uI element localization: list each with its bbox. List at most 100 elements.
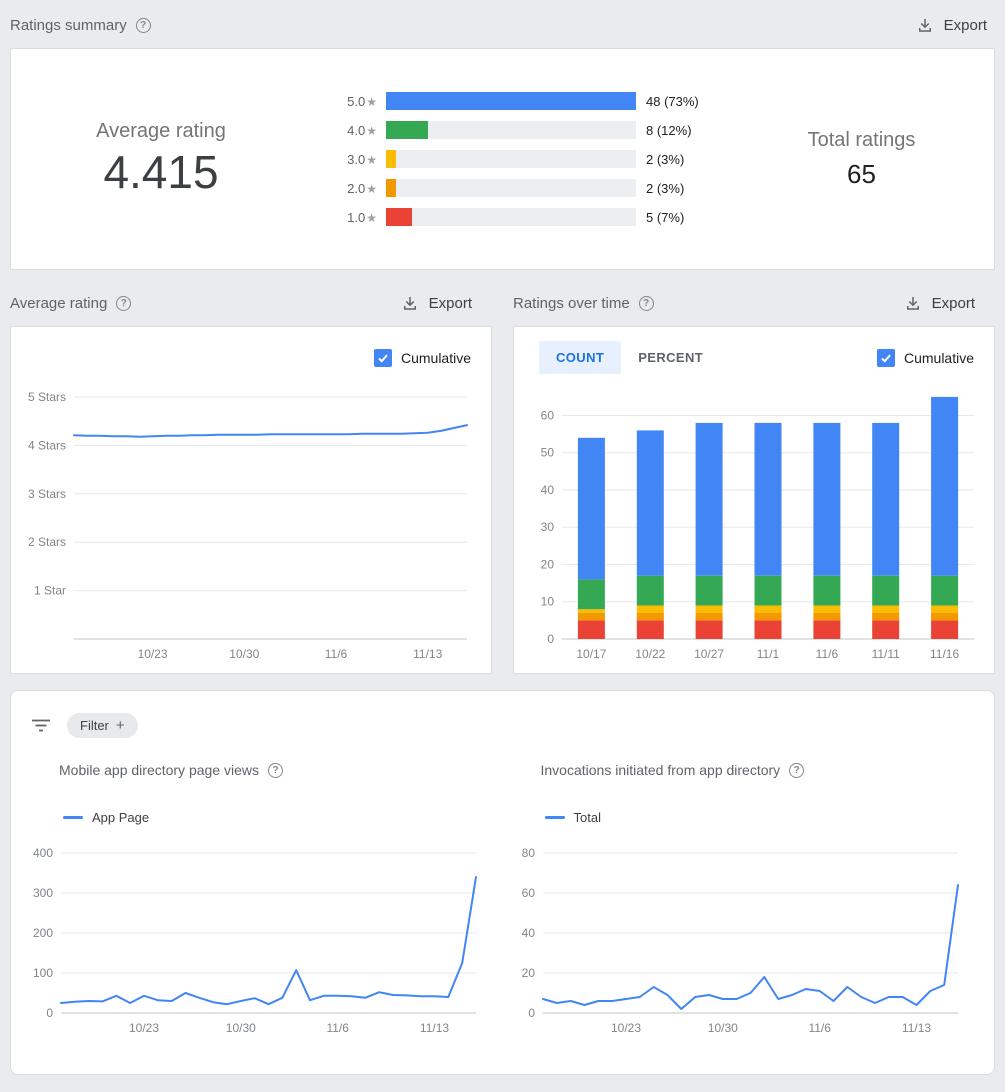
filter-chip[interactable]: Filter	[67, 713, 138, 738]
help-icon[interactable]	[268, 762, 283, 778]
svg-text:10/30: 10/30	[707, 1021, 737, 1035]
rating-2-count: 2 (3%)	[646, 180, 685, 196]
invocations-block: Invocations initiated from app directory…	[513, 762, 975, 1046]
rating-bar-fill	[386, 179, 397, 197]
svg-text:30: 30	[541, 520, 555, 534]
invocations-legend: Total	[544, 810, 975, 825]
svg-text:50: 50	[541, 446, 555, 460]
total-ratings-block: Total ratings 65	[729, 129, 994, 190]
checkbox-checked-icon	[876, 348, 895, 367]
rating-bar-row-2: 2.0 2 (3%)	[333, 179, 729, 197]
export-button[interactable]: Export	[401, 294, 472, 312]
svg-text:11/1: 11/1	[757, 647, 780, 661]
page-views-chart: 0 100 200 300 400 10/23 10/30 11/6 11/13	[31, 833, 493, 1046]
rating-1-label: 1.0	[347, 209, 366, 225]
star-icon	[366, 182, 377, 196]
svg-text:300: 300	[33, 886, 53, 900]
average-rating-card: Cumulative 5 Stars 4 Stars 3 Stars 2 Stars 1…	[10, 326, 492, 674]
page-views-block: Mobile app directory page views App Page…	[31, 762, 493, 1046]
cumulative-checkbox[interactable]: Cumulative	[876, 348, 974, 367]
rating-bar-row-3: 3.0 2 (3%)	[333, 150, 729, 168]
svg-text:10/30: 10/30	[226, 1021, 256, 1035]
rating-bar-track	[386, 92, 636, 110]
filter-row: Filter	[11, 691, 994, 738]
svg-text:11/13: 11/13	[413, 647, 442, 661]
ratings-summary-title: Ratings summary	[10, 16, 127, 34]
rating-bar-fill	[386, 92, 636, 110]
cumulative-label: Cumulative	[903, 349, 974, 366]
filter-list-icon[interactable]	[32, 718, 50, 733]
rating-2-label: 2.0	[347, 180, 366, 196]
filter-chip-label: Filter	[80, 718, 109, 733]
bottom-charts: Mobile app directory page views App Page…	[11, 738, 994, 1046]
export-button[interactable]: Export	[916, 16, 987, 34]
svg-text:11/11: 11/11	[872, 647, 901, 661]
average-rating-chart: 5 Stars 4 Stars 3 Stars 2 Stars 1 Star 10/23 1…	[19, 373, 491, 673]
download-icon	[401, 294, 419, 312]
rating-4-label: 4.0	[347, 122, 366, 138]
svg-text:60: 60	[521, 886, 535, 900]
help-icon[interactable]	[135, 17, 151, 33]
svg-text:20: 20	[541, 558, 555, 572]
tab-count[interactable]: COUNT	[539, 341, 622, 374]
svg-text:11/16: 11/16	[930, 647, 959, 661]
legend-label: App Page	[92, 810, 150, 825]
svg-text:11/6: 11/6	[816, 647, 839, 661]
cumulative-checkbox[interactable]: Cumulative	[373, 348, 471, 367]
average-rating-value: 4.415	[103, 145, 219, 198]
svg-text:10/30: 10/30	[229, 647, 259, 661]
cumulative-label: Cumulative	[400, 349, 471, 366]
average-rating-section-title: Average rating	[10, 294, 108, 312]
rating-3-count: 2 (3%)	[646, 151, 685, 167]
svg-text:2 Stars: 2 Stars	[28, 535, 66, 549]
rating-4-count: 8 (12%)	[646, 122, 692, 138]
svg-text:10/23: 10/23	[129, 1021, 159, 1035]
star-icon	[366, 211, 377, 225]
total-ratings-label: Total ratings	[807, 128, 916, 151]
middle-section-headers: Average rating Export Ratings over time	[10, 290, 995, 326]
average-rating-block: Average rating 4.415	[11, 120, 311, 199]
download-icon	[916, 16, 934, 34]
svg-text:11/13: 11/13	[901, 1021, 930, 1035]
star-icon	[366, 124, 377, 138]
svg-text:20: 20	[521, 966, 535, 980]
tab-percent[interactable]: PERCENT	[638, 350, 704, 365]
ratings-summary-card: Average rating 4.415 5.0 48 (73%) 4.0 8 …	[10, 48, 995, 270]
directory-metrics-card: Filter Mobile app directory page views A…	[10, 690, 995, 1075]
svg-text:10/27: 10/27	[694, 647, 724, 661]
rating-distribution: 5.0 48 (73%) 4.0 8 (12%) 3.0 2 (3%) 2.0 …	[333, 92, 729, 226]
help-icon[interactable]	[789, 762, 805, 778]
svg-text:40: 40	[541, 483, 555, 497]
download-icon	[904, 294, 922, 312]
legend-label: Total	[573, 810, 601, 825]
rating-bar-track	[386, 121, 636, 139]
rating-bar-fill	[386, 208, 413, 226]
ratings-summary-header: Ratings summary Export	[10, 12, 995, 48]
help-icon[interactable]	[638, 295, 654, 311]
svg-text:1 Star: 1 Star	[34, 584, 66, 598]
invocations-chart: 0 20 40 60 80 10/23 10/30 11/6 11/13	[513, 833, 975, 1046]
svg-text:10/23: 10/23	[138, 647, 168, 661]
average-rating-label: Average rating	[96, 119, 226, 142]
legend-line-swatch	[63, 816, 83, 819]
rating-bar-fill	[386, 150, 397, 168]
rating-bar-track	[386, 179, 636, 197]
svg-text:400: 400	[33, 846, 53, 860]
middle-charts-row: Cumulative 5 Stars 4 Stars 3 Stars 2 Stars 1…	[10, 326, 995, 674]
page-views-legend: App Page	[63, 810, 493, 825]
export-label: Export	[931, 294, 975, 312]
ratings-over-time-chart: 0 10 20 30 40 50 60 10/17 10/22 10/27 11/1 11/6 11/1…	[522, 373, 994, 673]
star-icon	[366, 153, 377, 167]
svg-text:5 Stars: 5 Stars	[28, 390, 66, 404]
svg-text:200: 200	[33, 926, 53, 940]
svg-text:100: 100	[33, 966, 53, 980]
svg-text:10/23: 10/23	[610, 1021, 640, 1035]
rating-bar-row-5: 5.0 48 (73%)	[333, 92, 729, 110]
svg-text:0: 0	[547, 632, 554, 646]
help-icon[interactable]	[116, 295, 132, 311]
svg-text:80: 80	[521, 846, 535, 860]
export-button[interactable]: Export	[904, 294, 975, 312]
svg-text:4 Stars: 4 Stars	[28, 438, 66, 452]
export-label: Export	[943, 16, 987, 34]
